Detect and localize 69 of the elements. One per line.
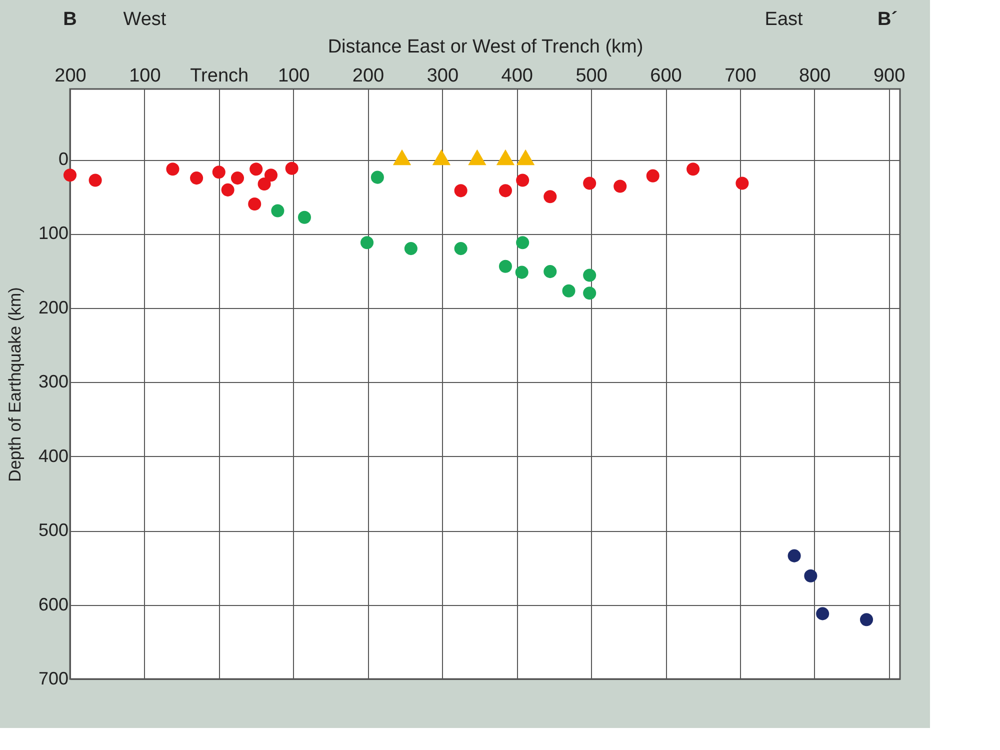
point xyxy=(88,174,102,187)
point xyxy=(544,265,557,278)
point xyxy=(221,183,234,196)
y-tick-label: 400 xyxy=(38,446,68,466)
point xyxy=(583,286,596,300)
y-tick-label: 100 xyxy=(38,223,68,244)
point xyxy=(250,162,263,176)
point xyxy=(544,190,557,204)
x-tick-label: 100 xyxy=(129,66,161,86)
y-tick-label: 600 xyxy=(38,594,68,614)
point xyxy=(686,162,700,176)
text: West xyxy=(123,9,167,30)
point xyxy=(516,149,535,166)
x-tick-label: 600 xyxy=(650,66,682,86)
point xyxy=(432,149,451,166)
point xyxy=(63,168,77,182)
y-tick-label: 500 xyxy=(38,520,68,540)
point xyxy=(498,260,512,273)
point xyxy=(515,266,528,279)
x-axis-title: Distance East or West of Trench (km) xyxy=(328,36,644,58)
point xyxy=(562,284,576,298)
point xyxy=(298,210,312,224)
y-tick-label: 0 xyxy=(58,149,68,170)
point xyxy=(404,242,418,256)
point xyxy=(498,184,512,198)
point xyxy=(212,166,226,179)
point xyxy=(516,236,530,250)
point xyxy=(166,162,180,176)
point xyxy=(258,177,271,190)
x-tick-label: 800 xyxy=(799,66,831,86)
point xyxy=(392,149,412,166)
point xyxy=(285,162,298,175)
point xyxy=(860,613,874,626)
point xyxy=(583,176,596,190)
point xyxy=(496,149,515,166)
x-tick-label: 200 xyxy=(54,66,86,86)
point xyxy=(804,569,818,582)
point xyxy=(516,174,530,187)
point xyxy=(360,236,374,250)
x-tick-label: 300 xyxy=(426,66,459,86)
y-tick-label: 200 xyxy=(38,297,68,318)
x-tick-label: 100 xyxy=(278,66,310,86)
point xyxy=(788,549,801,562)
point xyxy=(468,149,486,166)
x-tick-label: 700 xyxy=(724,66,756,86)
point xyxy=(614,180,627,193)
point xyxy=(454,184,468,198)
x-tick-label: 500 xyxy=(576,66,608,86)
text: B´ xyxy=(878,9,898,30)
text: B xyxy=(63,9,77,30)
text: East xyxy=(764,9,804,30)
point xyxy=(190,172,204,185)
point xyxy=(816,607,830,620)
point xyxy=(230,172,244,185)
x-tick-label: 200 xyxy=(352,66,384,86)
x-tick-label: 900 xyxy=(873,66,906,86)
point xyxy=(370,170,384,184)
point xyxy=(248,198,262,211)
y-tick-label: 300 xyxy=(38,372,68,392)
point xyxy=(583,268,596,282)
x-tick-label: Trench xyxy=(190,66,249,86)
point xyxy=(736,176,749,190)
point xyxy=(271,204,284,218)
point xyxy=(264,168,278,182)
point xyxy=(454,242,468,256)
y-tick-label: 700 xyxy=(38,668,68,688)
point xyxy=(646,169,660,182)
y-axis-title: Depth of Earthquake (km) xyxy=(5,287,24,482)
x-tick-label: 400 xyxy=(501,66,533,86)
